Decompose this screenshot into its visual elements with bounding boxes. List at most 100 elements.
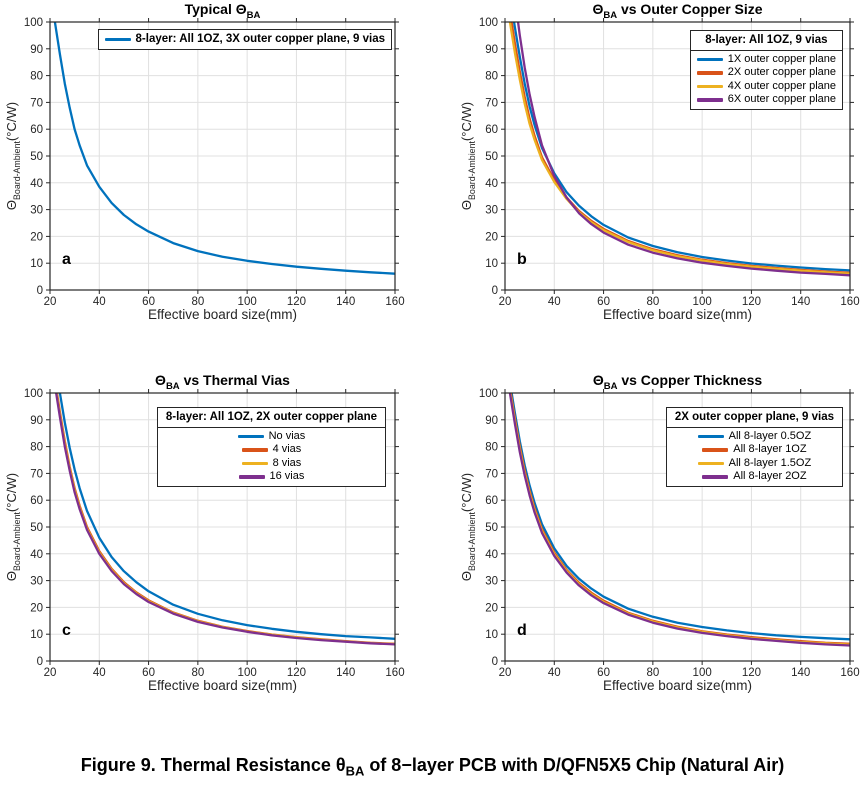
caption-text: Figure 9. Thermal Resistance: [80, 755, 336, 775]
legend-label: All 8-layer 1.5OZ: [728, 456, 812, 469]
y-tick-label: 30: [485, 576, 498, 588]
x-tick-label: 120: [287, 296, 306, 308]
x-tick-label: 160: [385, 296, 404, 308]
plot-title-text: Θ: [592, 1, 604, 17]
y-tick-label: 70: [30, 468, 43, 480]
plot-title-subscript: BA: [603, 380, 618, 392]
legend-entry: All 8-layer 1.5OZ: [673, 457, 836, 471]
y-axis-theta: Θ: [4, 199, 20, 211]
y-axis-label: ΘBoard-Ambient(°C/W): [4, 102, 22, 210]
y-tick-label: 20: [485, 602, 498, 614]
y-tick-label: 0: [492, 285, 498, 297]
y-tick-label: 10: [485, 629, 498, 641]
curve-no-vias: [58, 393, 395, 640]
y-tick-label: 60: [485, 124, 498, 136]
plot-title-suffix: vs Copper Thickness: [617, 372, 763, 388]
x-tick-label: 160: [840, 667, 859, 679]
plot-title-text: Typical Θ: [184, 1, 247, 17]
corner-label-d: d: [517, 622, 527, 639]
y-tick-label: 10: [485, 258, 498, 270]
y-tick-label: 90: [30, 415, 43, 427]
legend-line-swatch: [241, 461, 268, 465]
curve-16-vias: [54, 393, 395, 646]
y-axis-units: (°C/W): [459, 101, 475, 142]
legend-label: No vias: [268, 429, 306, 442]
y-tick-label: 20: [30, 231, 43, 243]
legend-d: 2X outer copper plane, 9 vias All 8-layer…: [665, 407, 843, 487]
x-tick-label: 100: [693, 296, 712, 308]
legend-b: 8-layer: All 1OZ, 9 vias 1X outer copper …: [689, 30, 843, 110]
legend-entry: 16 vias: [164, 470, 379, 484]
y-axis-label: ΘBoard-Ambient(°C/W): [459, 102, 477, 210]
legend-line-swatch: [696, 71, 723, 75]
tick-marks: [46, 389, 399, 665]
y-tick-label: 50: [485, 151, 498, 163]
y-tick-label: 80: [485, 71, 498, 83]
legend-label: All 8-layer 2OZ: [733, 470, 807, 483]
caption-theta-subscript: BA: [345, 763, 365, 779]
x-tick-label: 60: [597, 667, 610, 679]
x-tick-label: 20: [499, 296, 512, 308]
y-tick-label: 50: [30, 151, 43, 163]
legend-a: 8-layer: All 1OZ, 3X outer copper plane,…: [97, 29, 392, 50]
plot-title-suffix: vs Thermal Vias: [179, 372, 290, 388]
tick-marks: [46, 18, 399, 294]
plot-title-subscript: BA: [603, 9, 618, 21]
y-tick-label: 70: [485, 97, 498, 109]
legend-label: All 8-layer 1OZ: [733, 443, 807, 456]
legend-label: 16 vias: [269, 470, 305, 483]
axes-box: [504, 21, 851, 291]
x-tick-label: 140: [791, 667, 810, 679]
y-tick-labels: 0 10 20 30 40 50 60 70 80 90 100: [479, 17, 498, 297]
legend-label: 8 vias: [272, 456, 302, 469]
caption-text-after: of 8−layer PCB with D/QFN5X5 Chip (Natur…: [364, 755, 785, 775]
subplot-c: 20 40 60 80 100 120 140 160 0 10 20 30 40 50 60 70 80 90 1…: [0, 371, 410, 706]
legend-line-swatch: [697, 461, 724, 465]
x-tick-label: 40: [93, 667, 106, 679]
x-axis-label: Effective board size(mm): [147, 307, 298, 322]
plot-title-text: Θ: [155, 372, 166, 388]
x-tick-label: 80: [646, 667, 659, 679]
x-axis-label: Effective board size(mm): [602, 678, 753, 693]
legend-entry: 4X outer copper plane: [696, 79, 836, 94]
x-tick-label: 40: [548, 296, 561, 308]
curve-6x-outer-copper-plane: [516, 22, 850, 277]
legend-title: 2X outer copper plane, 9 vias: [666, 410, 842, 428]
legend-entry: 8-layer: All 1OZ, 3X outer copper plane,…: [104, 32, 385, 47]
plot-title-subscript: BA: [165, 380, 180, 392]
y-tick-label: 50: [485, 522, 498, 534]
legend-label: 4X outer copper plane: [727, 79, 836, 92]
x-tick-label: 40: [548, 667, 561, 679]
y-tick-label: 50: [30, 522, 43, 534]
y-tick-label: 100: [24, 388, 43, 400]
y-tick-label: 0: [492, 656, 498, 668]
plot-title-suffix: vs Outer Copper Size: [617, 1, 763, 17]
curves: [508, 393, 850, 647]
x-tick-labels: 20 40 60 80 100 120 140 160: [44, 667, 405, 679]
x-tick-label: 100: [693, 667, 712, 679]
curve-8-layer-all-1oz-3x-outer-copper-plane-9-vias: [53, 22, 395, 275]
y-axis-subscript: Board-Ambient: [11, 512, 22, 571]
plot-axes-a: 20 40 60 80 100 120 140 160 0 10 20 30 40 50 60 70 80 90 1…: [24, 17, 405, 308]
y-axis-theta: Θ: [459, 199, 475, 211]
y-tick-label: 70: [485, 468, 498, 480]
x-tick-label: 60: [597, 296, 610, 308]
x-tick-label: 80: [191, 667, 204, 679]
figure-caption: Figure 9. Thermal Resistance θBA of 8−la…: [0, 755, 865, 779]
legend-title: 8-layer: All 1OZ, 2X outer copper plane: [157, 410, 385, 428]
x-tick-label: 80: [646, 296, 659, 308]
x-tick-labels: 20 40 60 80 100 120 140 160: [499, 296, 860, 308]
x-tick-label: 100: [238, 296, 257, 308]
legend-line-swatch: [238, 475, 265, 479]
curve-all-8-layer-2oz: [508, 393, 850, 647]
plot-title-a: Typical ΘBA: [50, 1, 395, 21]
legend-c: 8-layer: All 1OZ, 2X outer copper plane N…: [156, 407, 386, 487]
legend-label: 6X outer copper plane: [727, 93, 836, 106]
legend-label: 4 vias: [272, 443, 302, 456]
y-axis-units: (°C/W): [4, 101, 20, 142]
x-tick-label: 80: [191, 296, 204, 308]
y-tick-label: 100: [479, 388, 498, 400]
y-tick-label: 40: [485, 178, 498, 190]
x-tick-label: 60: [142, 667, 155, 679]
y-tick-labels: 0 10 20 30 40 50 60 70 80 90 100: [24, 388, 43, 668]
